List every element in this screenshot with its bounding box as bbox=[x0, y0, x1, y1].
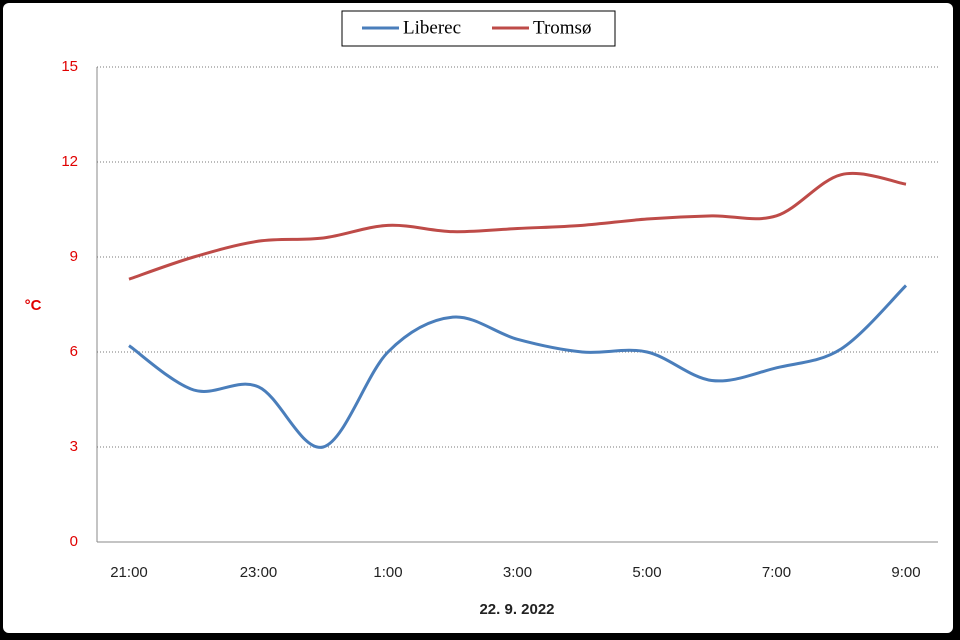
x-axis-label: 22. 9. 2022 bbox=[479, 601, 554, 618]
x-tick-label: 7:00 bbox=[762, 564, 791, 581]
x-tick-label: 5:00 bbox=[632, 564, 661, 581]
x-tick-label: 1:00 bbox=[373, 564, 402, 581]
legend-label: Liberec bbox=[403, 17, 461, 38]
chart-panel bbox=[3, 3, 953, 633]
x-tick-label: 9:00 bbox=[891, 564, 920, 581]
x-tick-label: 23:00 bbox=[240, 564, 278, 581]
y-tick-label: 15 bbox=[61, 58, 78, 75]
y-axis-label: °C bbox=[25, 297, 42, 314]
x-tick-label: 3:00 bbox=[503, 564, 532, 581]
series-line bbox=[128, 172, 907, 281]
y-tick-label: 6 bbox=[70, 343, 78, 360]
series-line bbox=[128, 284, 908, 449]
x-tick-label: 21:00 bbox=[110, 564, 148, 581]
legend-label: Tromsø bbox=[533, 17, 591, 38]
y-tick-label: 3 bbox=[70, 438, 78, 455]
y-tick-label: 9 bbox=[70, 248, 78, 265]
y-tick-label: 0 bbox=[70, 533, 78, 550]
y-tick-label: 12 bbox=[61, 153, 78, 170]
